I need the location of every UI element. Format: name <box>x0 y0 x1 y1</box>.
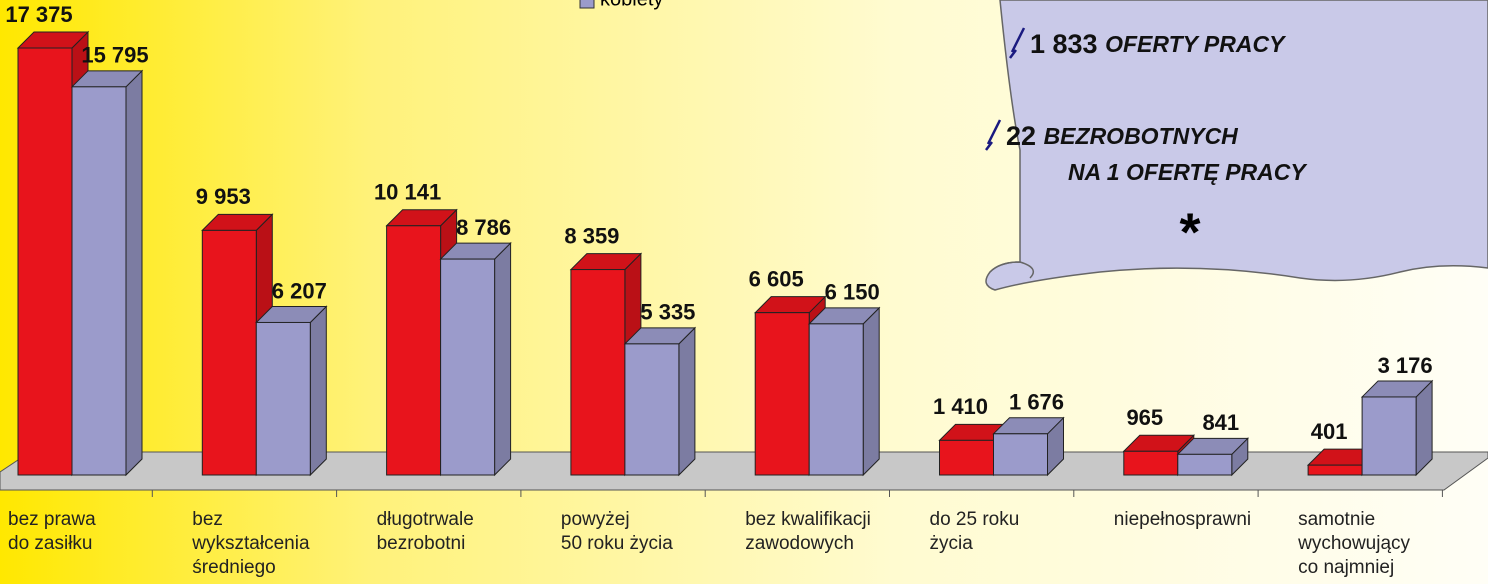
bar-front <box>755 313 809 475</box>
bar-front <box>1362 397 1416 475</box>
bar-front <box>940 440 994 475</box>
bar <box>625 328 695 475</box>
bar <box>441 243 511 475</box>
value-label: 1 676 <box>1009 390 1064 415</box>
note: 1 833 OFERTY PRACY <box>1030 29 1287 59</box>
bar-side <box>126 71 142 475</box>
value-label: 6 150 <box>825 280 880 305</box>
bar-front <box>1178 454 1232 475</box>
bar <box>809 308 879 475</box>
bar <box>994 418 1064 475</box>
x-tick-label: do 25 roku życia <box>930 508 1020 556</box>
bar-front <box>1124 451 1178 475</box>
value-label: 17 375 <box>5 2 72 27</box>
bar-side <box>863 308 879 475</box>
bar-side <box>310 306 326 475</box>
value-label: 965 <box>1126 405 1163 430</box>
x-tick-label: bez wykształcenia średniego <box>192 508 309 580</box>
bar-side <box>495 243 511 475</box>
bar-front <box>994 434 1048 475</box>
x-tick-label: powyżej 50 roku życia <box>561 508 673 556</box>
bar <box>1362 381 1432 475</box>
value-label: 841 <box>1202 410 1239 435</box>
value-label: 15 795 <box>81 43 148 68</box>
check <box>986 120 1000 150</box>
bar-side <box>679 328 695 475</box>
page: 1 833 OFERTY PRACY 22 BEZROBOTNYCH NA 1 … <box>0 0 1488 584</box>
value-label: 6 605 <box>749 266 804 291</box>
chart: 1 833 OFERTY PRACY 22 BEZROBOTNYCH NA 1 … <box>0 0 1488 584</box>
bar-front <box>1308 465 1362 475</box>
value-label: 10 141 <box>374 180 441 205</box>
x-tick-label: bez prawa do zasiłku <box>8 508 96 556</box>
x-tick-label: samotnie wychowujący co najmniej <box>1298 508 1410 580</box>
bar-front <box>202 230 256 475</box>
bar <box>256 306 326 475</box>
value-label: 1 410 <box>933 394 988 419</box>
bar-front <box>571 270 625 475</box>
x-tick-label: niepełnosprawni <box>1114 508 1251 532</box>
value-label: 401 <box>1311 419 1348 444</box>
note: 22 BEZROBOTNYCH <box>1006 121 1238 151</box>
bar <box>72 71 142 475</box>
legend-swatch <box>580 0 594 8</box>
value-label: 8 786 <box>456 215 511 240</box>
bar-front <box>441 259 495 475</box>
bar-front <box>809 324 863 475</box>
bar-front <box>72 87 126 475</box>
bar-front <box>256 322 310 475</box>
value-label: 9 953 <box>196 184 251 209</box>
asterisk: * <box>1179 202 1200 262</box>
bar <box>1178 438 1248 475</box>
x-tick-label: bez kwalifikacji zawodowych <box>745 508 871 556</box>
legend-label: kobiety <box>600 0 663 10</box>
value-label: 5 335 <box>640 300 695 325</box>
value-label: 6 207 <box>272 278 327 303</box>
note: NA 1 OFERTĘ PRACY <box>1068 159 1308 185</box>
value-label: 3 176 <box>1378 353 1433 378</box>
bar-front <box>387 226 441 475</box>
value-label: 8 359 <box>564 223 619 248</box>
bar-front <box>18 48 72 475</box>
bar-front <box>625 344 679 475</box>
x-tick-label: długotrwale bezrobotni <box>377 508 474 556</box>
